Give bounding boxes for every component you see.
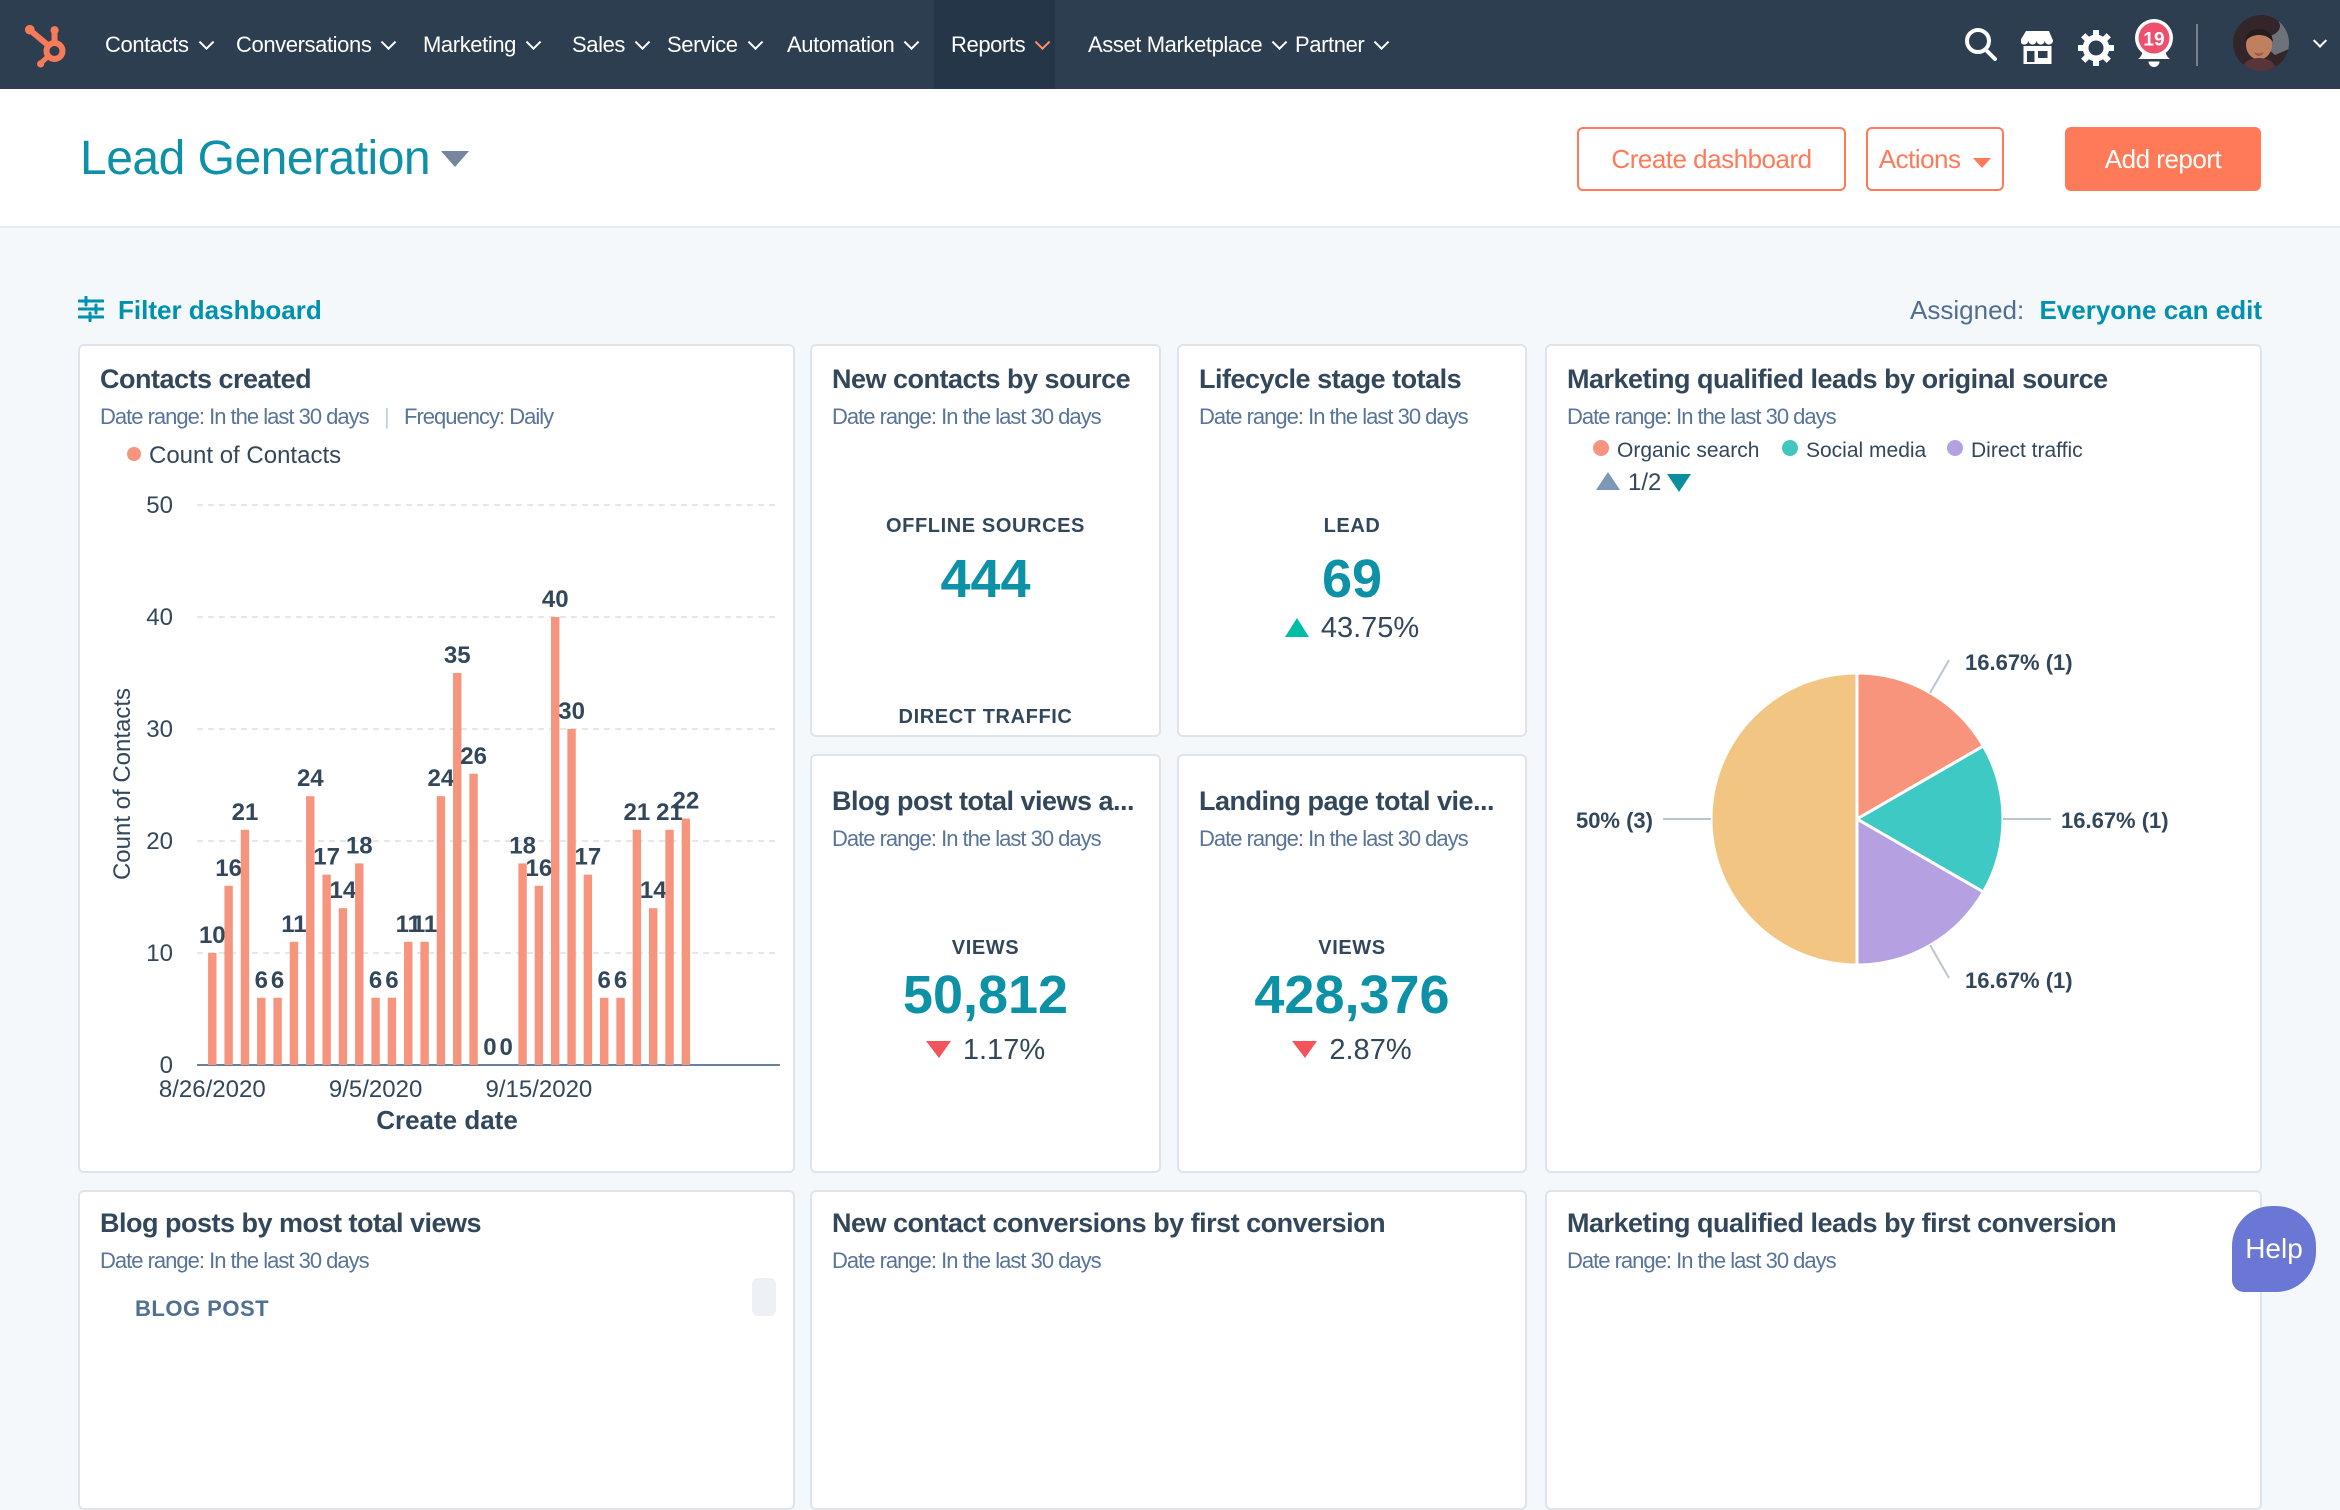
svg-text:24: 24: [297, 765, 324, 792]
svg-text:19: 19: [2143, 30, 2164, 51]
svg-text:50% (3): 50% (3): [1576, 808, 1653, 833]
svg-text:Social media: Social media: [1806, 439, 1927, 462]
svg-text:18: 18: [509, 832, 536, 859]
svg-text:8/26/2020: 8/26/2020: [159, 1076, 266, 1103]
svg-text:Count of Contacts: Count of Contacts: [109, 688, 136, 880]
svg-text:50: 50: [146, 492, 173, 519]
svg-text:30: 30: [558, 698, 585, 725]
svg-text:6: 6: [614, 967, 627, 994]
svg-text:0: 0: [500, 1034, 513, 1061]
svg-text:40: 40: [542, 586, 569, 613]
svg-text:1/2: 1/2: [1628, 469, 1661, 496]
svg-text:16.67% (1): 16.67% (1): [2061, 808, 2169, 833]
svg-text:17: 17: [575, 844, 602, 871]
svg-text:6: 6: [271, 967, 284, 994]
svg-text:24: 24: [428, 765, 455, 792]
svg-text:6: 6: [385, 967, 398, 994]
svg-text:0: 0: [160, 1052, 173, 1079]
svg-text:9/15/2020: 9/15/2020: [486, 1076, 593, 1103]
svg-text:16.67% (1): 16.67% (1): [1965, 650, 2073, 675]
svg-text:11: 11: [412, 911, 437, 938]
svg-text:6: 6: [369, 967, 382, 994]
svg-text:14: 14: [330, 877, 357, 904]
svg-text:20: 20: [146, 828, 173, 855]
svg-text:16: 16: [215, 855, 242, 882]
svg-text:0: 0: [483, 1034, 496, 1061]
svg-text:30: 30: [146, 716, 173, 743]
svg-text:Count of Contacts: Count of Contacts: [149, 442, 341, 469]
svg-text:26: 26: [460, 743, 487, 770]
svg-text:18: 18: [346, 832, 373, 859]
svg-text:6: 6: [255, 967, 268, 994]
svg-text:21: 21: [232, 799, 259, 826]
svg-text:35: 35: [444, 642, 471, 669]
svg-text:14: 14: [640, 877, 667, 904]
svg-text:Direct traffic: Direct traffic: [1971, 439, 2083, 462]
svg-text:11: 11: [396, 911, 421, 938]
svg-text:16.67% (1): 16.67% (1): [1965, 968, 2073, 993]
svg-text:9/5/2020: 9/5/2020: [329, 1076, 422, 1103]
svg-text:11: 11: [281, 911, 306, 938]
svg-text:6: 6: [598, 967, 611, 994]
svg-text:21: 21: [624, 799, 651, 826]
svg-text:16: 16: [526, 855, 553, 882]
svg-text:17: 17: [313, 844, 340, 871]
svg-text:40: 40: [146, 604, 173, 631]
svg-text:22: 22: [673, 788, 700, 815]
svg-text:21: 21: [656, 799, 683, 826]
svg-text:10: 10: [146, 940, 173, 967]
svg-text:Organic search: Organic search: [1617, 439, 1759, 462]
svg-text:Create date: Create date: [376, 1105, 518, 1135]
svg-text:10: 10: [199, 922, 226, 949]
